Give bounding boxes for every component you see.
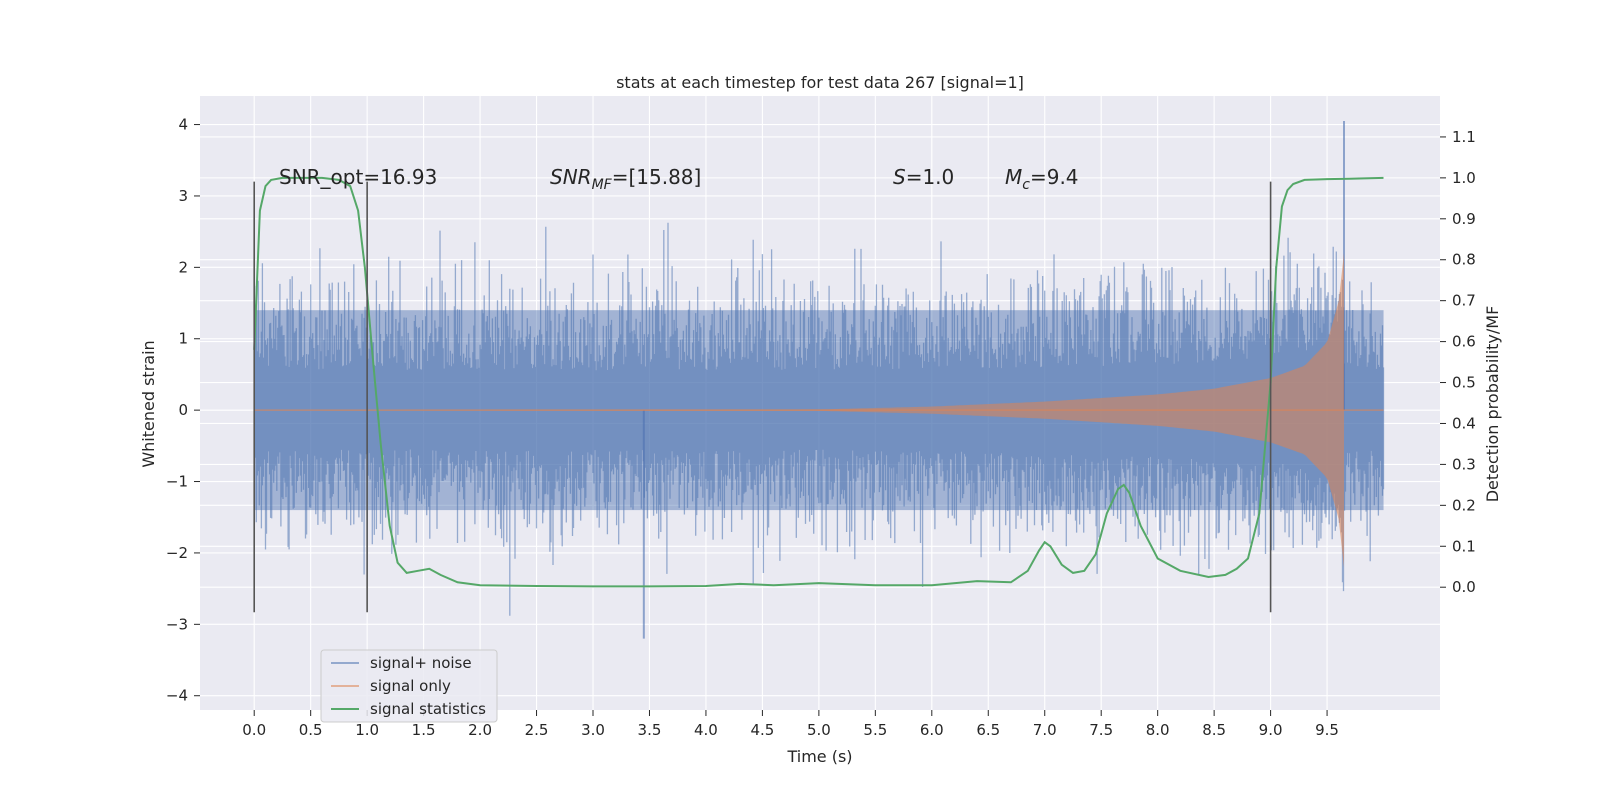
x-tick-label: 0.0 — [242, 721, 266, 739]
y-right-tick-label: 0.2 — [1452, 496, 1476, 514]
x-tick-label: 2.0 — [468, 721, 492, 739]
y-left-tick-label: 4 — [178, 116, 188, 134]
y-left-tick-label: 3 — [178, 187, 188, 205]
annotation-snr-mf-value: =[15.88] — [612, 165, 702, 189]
x-tick-label: 7.0 — [1033, 721, 1057, 739]
legend-label-noise: signal+ noise — [370, 654, 472, 672]
y-left-tick-label: −4 — [166, 687, 188, 705]
x-tick-label: 5.0 — [807, 721, 831, 739]
signal-only-series — [254, 253, 1384, 568]
annotation-snr-mf-sub: MF — [592, 177, 613, 193]
x-tick-label: 1.0 — [355, 721, 379, 739]
y-left-tick-label: 0 — [178, 401, 188, 419]
y-right-tick-label: 0.7 — [1452, 292, 1476, 310]
x-tick-label: 8.0 — [1146, 721, 1170, 739]
y-right-tick-label: 0.8 — [1452, 251, 1476, 269]
y-right-tick-label: 1.1 — [1452, 128, 1476, 146]
y-right-tick-label: 0.4 — [1452, 414, 1476, 432]
x-tick-label: 3.5 — [638, 721, 662, 739]
y-left-tick-label: −2 — [166, 544, 188, 562]
x-tick-label: 0.5 — [299, 721, 323, 739]
window-markers — [253, 181, 1272, 613]
y-right-tick-label: 1.0 — [1452, 169, 1476, 187]
y-left-tick-label: −3 — [166, 615, 188, 633]
annotation-mc-sub: c — [1022, 177, 1030, 193]
y-right-tick-label: 0.0 — [1452, 578, 1476, 596]
y-left-tick-label: −1 — [166, 473, 188, 491]
tick-layer: 0.0 0.5 1.0 1.5 2.0 2.5 3.0 3.5 4.0 4.5 5.0 5.5 6.0 6… — [166, 116, 1476, 739]
y-right-tick-label: 0.1 — [1452, 537, 1476, 555]
annotation-snr-mf: SNRMF=[15.88] — [550, 165, 701, 193]
x-axis-label: Time (s) — [786, 747, 852, 766]
x-tick-label: 9.5 — [1315, 721, 1339, 739]
x-tick-label: 9.0 — [1259, 721, 1283, 739]
y-right-tick-label: 0.5 — [1452, 374, 1476, 392]
x-tick-label: 1.5 — [412, 721, 436, 739]
y-axis-left-label: Whitened strain — [139, 340, 158, 467]
annotation-snr-opt: SNR_opt=16.93 — [279, 165, 437, 189]
y-left-tick-label: 2 — [178, 258, 188, 276]
legend-label-statistics: signal statistics — [370, 700, 486, 718]
x-tick-label: 8.5 — [1202, 721, 1226, 739]
annotation-snr-mf-base: SNR — [550, 165, 592, 189]
y-left-tick-label: 1 — [178, 330, 188, 348]
annotation-mc-base: M — [1005, 165, 1022, 189]
x-tick-label: 6.5 — [976, 721, 1000, 739]
statistics-line — [253, 176, 1384, 588]
legend-box — [320, 649, 498, 723]
x-tick-label: 7.5 — [1089, 721, 1113, 739]
annotation-mc: Mc=9.4 — [1005, 165, 1079, 193]
y-right-tick-label: 0.6 — [1452, 333, 1476, 351]
annotation-mc-value: =9.4 — [1030, 165, 1079, 189]
x-tick-label: 4.5 — [750, 721, 774, 739]
x-tick-label: 5.5 — [863, 721, 887, 739]
x-tick-label: 2.5 — [525, 721, 549, 739]
y-right-tick-label: 0.3 — [1452, 455, 1476, 473]
x-tick-label: 6.0 — [920, 721, 944, 739]
legend-label-signal: signal only — [370, 677, 451, 695]
chart-title: stats at each timestep for test data 267… — [616, 73, 1024, 92]
legend: signal+ noise signal only signal statist… — [320, 649, 498, 723]
annotation-s: S=1.0 — [893, 165, 954, 189]
y-axis-right-label: Detection probability/MF — [1483, 306, 1502, 503]
x-tick-label: 4.0 — [694, 721, 718, 739]
annotation-s-value: =1.0 — [906, 165, 955, 189]
x-tick-label: 3.0 — [581, 721, 605, 739]
y-right-tick-label: 0.9 — [1452, 210, 1476, 228]
signal-statistics-series — [253, 176, 1384, 588]
annotation-s-base: S — [893, 165, 906, 189]
